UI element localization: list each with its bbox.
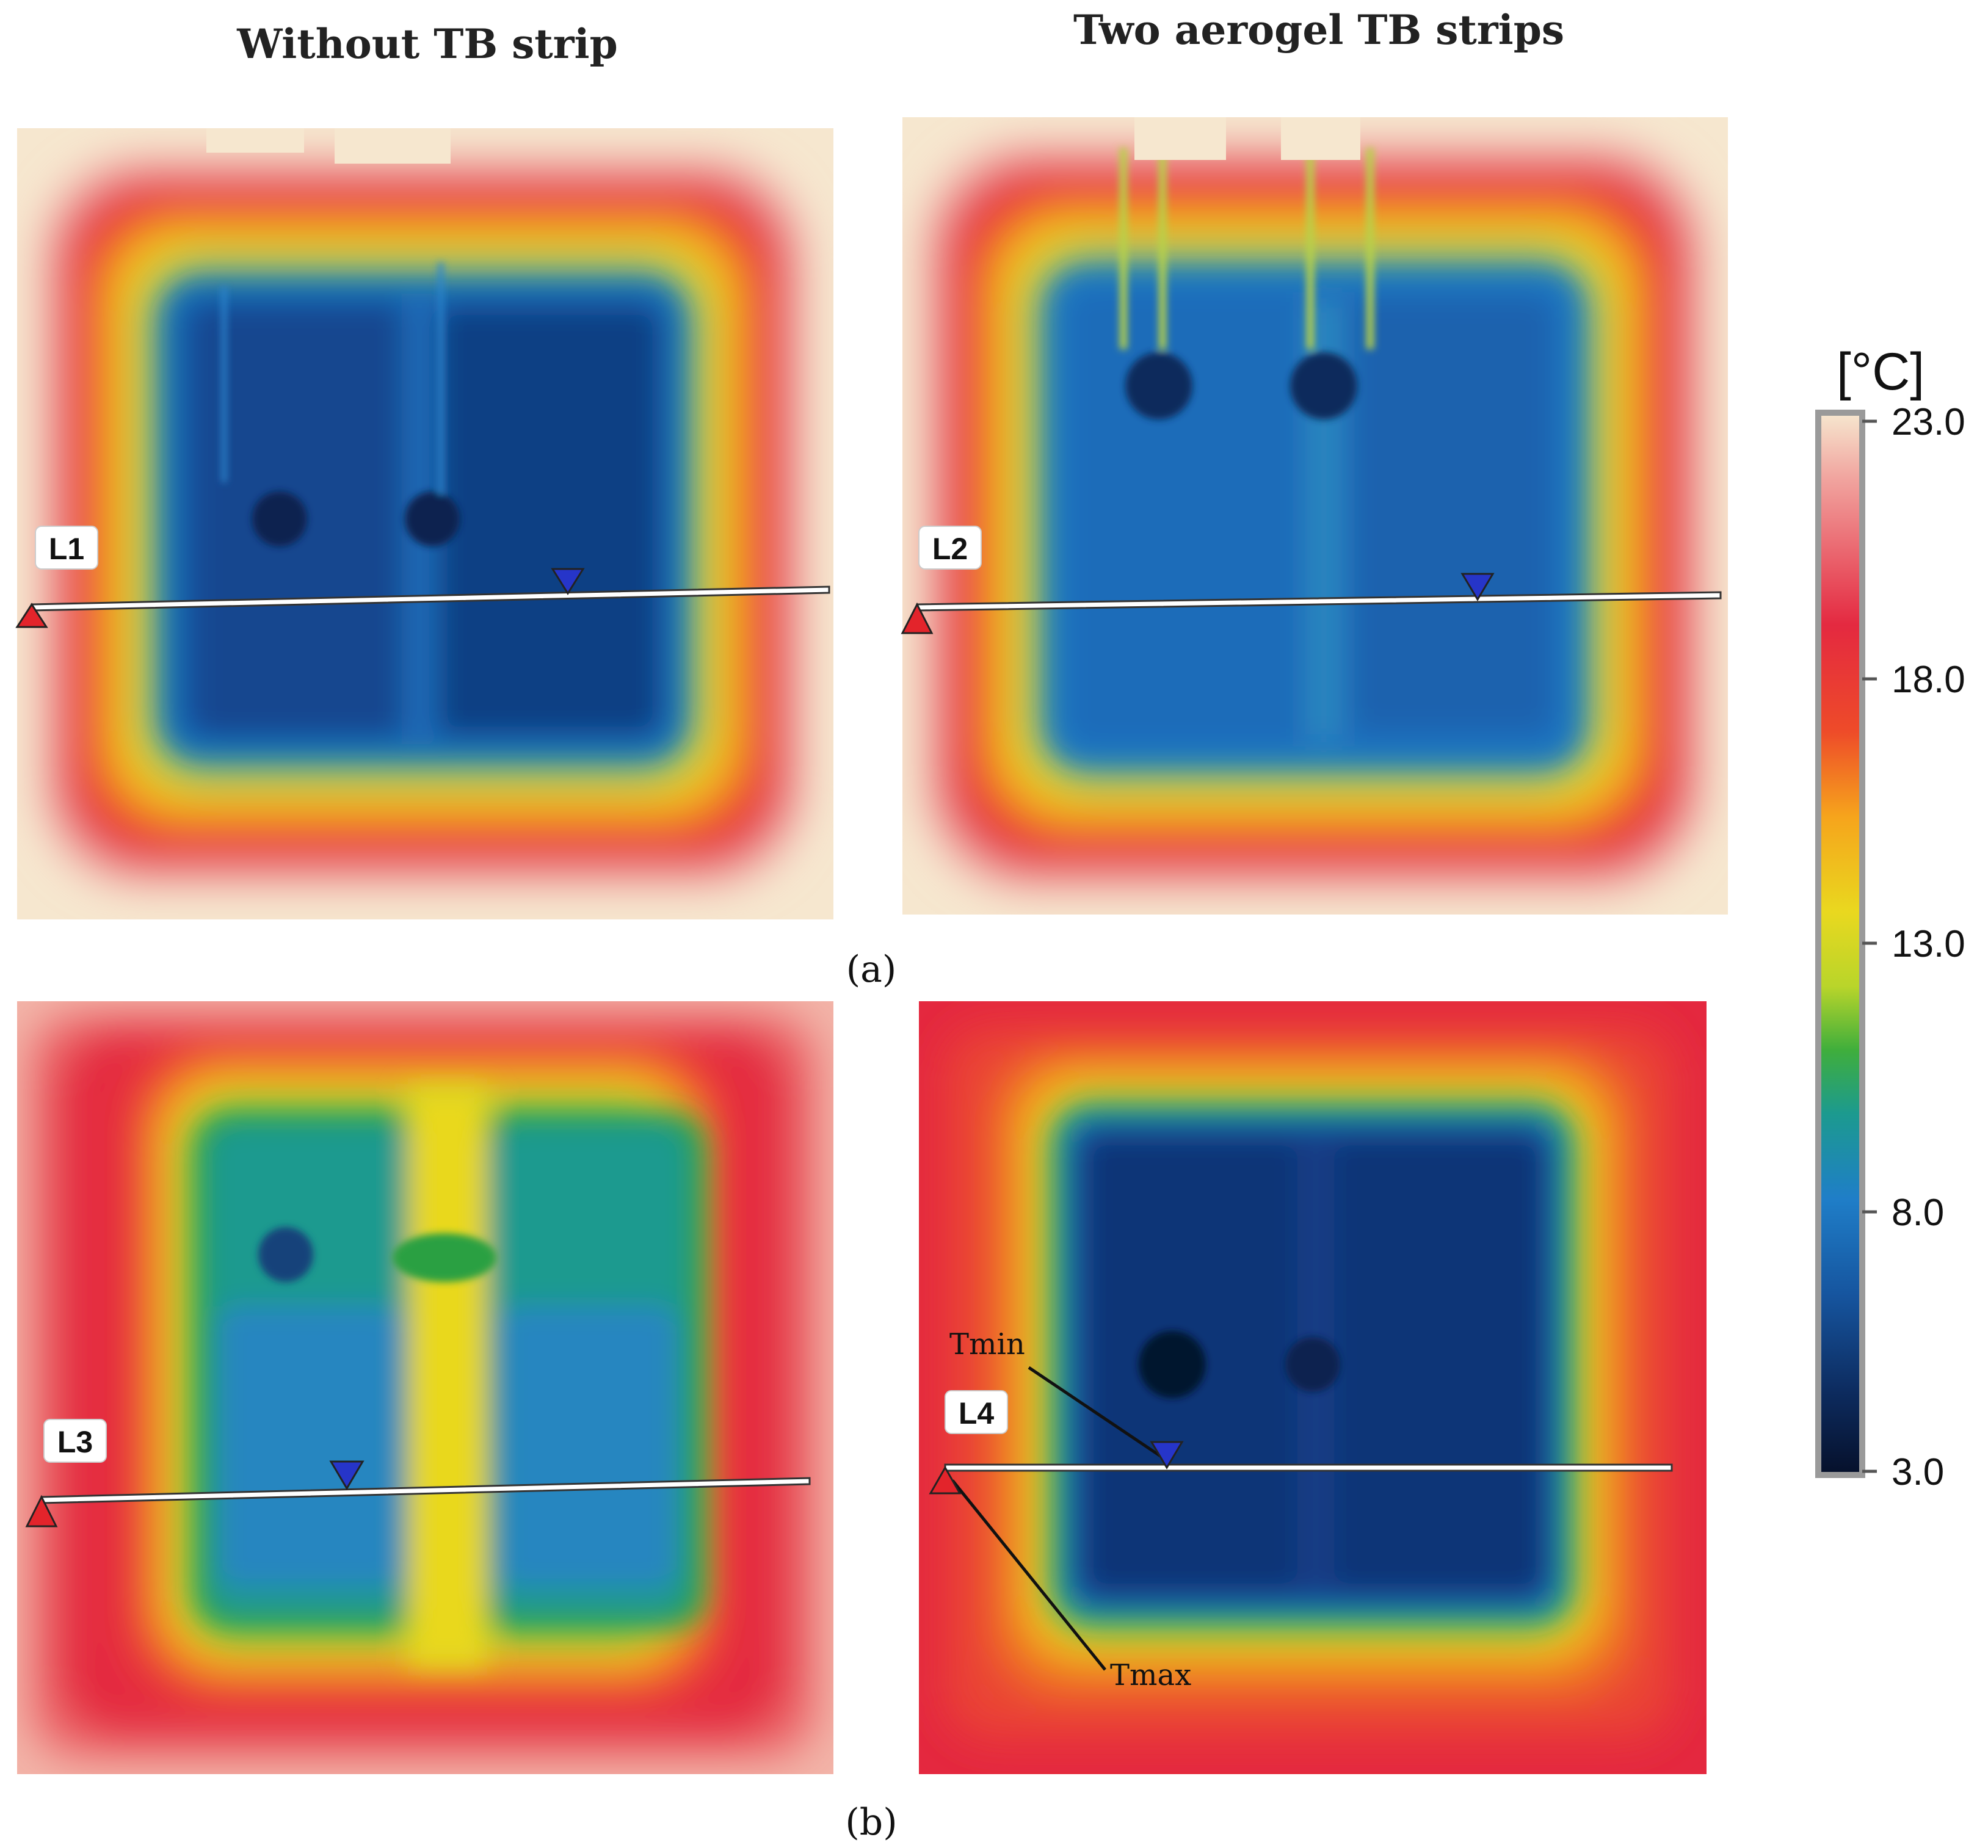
subfigure-label-b: (b): [845, 1801, 897, 1844]
color-scale: [°C] 23.0 18.0 13.0 8.0 3.0: [1815, 342, 1965, 1493]
thermogram-a-right: [902, 117, 1728, 915]
tick-label-8: 8.0: [1892, 1192, 1944, 1234]
line-tag-l1: L1: [49, 532, 84, 566]
color-scale-bar: [1815, 410, 1865, 1478]
line-tag-box-l3: [43, 1419, 107, 1463]
min-marker-l4: [1150, 1441, 1184, 1469]
min-marker-l3: [329, 1460, 365, 1490]
line-tag-box-l4: [945, 1390, 1008, 1434]
annotation-tmin: Tmin: [949, 1327, 1025, 1361]
header-two-aerogel-tb-strips: Two aerogel TB strips: [1073, 6, 1564, 54]
line-tag-box-l1: [35, 526, 98, 570]
annotation-tmax: Tmax: [1110, 1658, 1191, 1692]
line-tag-l4: L4: [959, 1396, 995, 1430]
max-marker-l2: [901, 602, 934, 634]
line-tag-box-l2: [918, 526, 982, 570]
max-marker-l3: [25, 1495, 58, 1527]
line-tag-l2: L2: [932, 532, 968, 566]
tick-label-23: 23.0: [1892, 401, 1965, 443]
profile-line-l3: L3: [25, 1419, 811, 1527]
thermogram-b-left: [17, 1001, 833, 1774]
max-marker-l1: [15, 603, 48, 628]
tick-label-13: 13.0: [1892, 923, 1965, 965]
min-marker-l2: [1460, 573, 1495, 601]
color-scale-unit: [°C]: [1837, 342, 1925, 401]
tick-label-18: 18.0: [1892, 659, 1965, 701]
min-marker-l1: [551, 568, 585, 595]
max-marker-l4: [929, 1465, 962, 1495]
tick-label-3: 3.0: [1892, 1451, 1944, 1493]
subfigure-label-a: (a): [846, 948, 897, 991]
line-tag-l3: L3: [57, 1425, 93, 1459]
profile-line-l2: L2: [901, 526, 1722, 634]
thermogram-a-left: [17, 128, 833, 919]
profile-line-l4: L4 Tmin Tmax: [929, 1327, 1673, 1692]
header-without-tb-strip: Without TB strip: [236, 20, 618, 68]
thermogram-b-right: [919, 1001, 1707, 1774]
profile-line-l1: L1: [15, 526, 830, 628]
